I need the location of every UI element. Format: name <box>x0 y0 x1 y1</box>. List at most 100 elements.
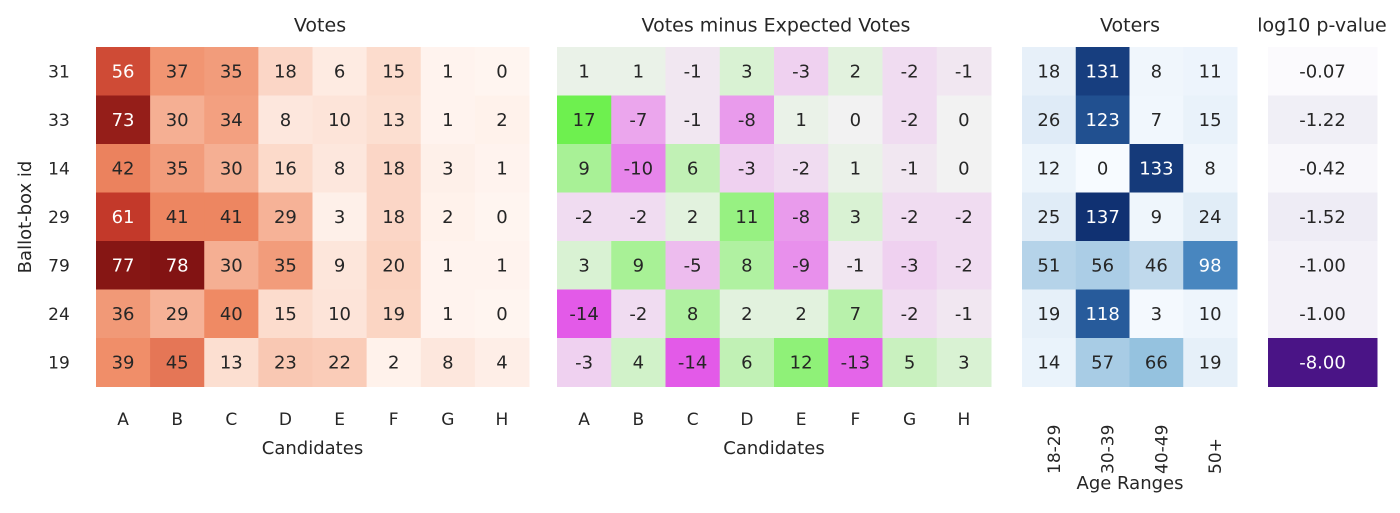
x-tick-label: G <box>903 410 916 430</box>
heatmap-cell <box>96 192 151 242</box>
heatmap-cell <box>665 289 721 339</box>
y-tick-label: 14 <box>48 159 70 179</box>
heatmap-cell <box>1022 144 1077 193</box>
x-tick-label: D <box>740 410 753 430</box>
heatmap-cell <box>420 192 476 242</box>
cell-value-label: -1.52 <box>1299 207 1346 228</box>
heatmap-cell <box>312 95 368 145</box>
heatmap-cell <box>1075 241 1130 290</box>
cell-value-label: -7 <box>629 110 647 131</box>
heatmap-cell <box>719 241 775 290</box>
cell-value-label: -13 <box>841 352 870 373</box>
cell-value-label: -1.22 <box>1299 110 1346 131</box>
cell-value-label: 14 <box>1037 352 1060 373</box>
y-tick-label: 33 <box>48 111 70 131</box>
cell-value-label: -2 <box>901 61 919 82</box>
heatmap-cell <box>1268 289 1378 339</box>
cell-value-label: -2 <box>955 207 973 228</box>
heatmap-cell <box>882 192 938 242</box>
panel-title-1: Votes minus Expected Votes <box>642 15 911 37</box>
cell-value-label: 1 <box>633 61 644 82</box>
cell-value-label: 11 <box>735 207 758 228</box>
cell-value-label: -14 <box>569 304 598 325</box>
cell-value-label: 26 <box>1037 110 1060 131</box>
heatmap-cell <box>1022 47 1077 96</box>
cell-value-label: 56 <box>1091 255 1114 276</box>
heatmap-cell <box>719 144 775 193</box>
x-tick-label: D <box>279 410 292 430</box>
cell-value-label: 8 <box>741 255 752 276</box>
cell-value-label: 16 <box>274 158 297 179</box>
heatmap-cell <box>96 144 151 193</box>
cell-value-label: -1 <box>684 110 702 131</box>
heatmap-cell <box>150 95 205 145</box>
heatmap-cell <box>96 47 151 96</box>
cell-value-label: 2 <box>687 207 698 228</box>
heatmap-cell <box>1022 289 1077 339</box>
heatmap-cell <box>774 289 829 339</box>
heatmap-cell <box>882 289 938 339</box>
cell-value-label: 61 <box>112 207 135 228</box>
x-tick-label: B <box>633 410 645 430</box>
cell-value-label: 123 <box>1085 110 1119 131</box>
cell-value-label: 2 <box>850 61 861 82</box>
cell-value-label: -2 <box>792 158 810 179</box>
cell-value-label: -0.42 <box>1299 158 1346 179</box>
cell-value-label: -2 <box>955 255 973 276</box>
heatmap-cell <box>828 47 883 96</box>
heatmap-cell <box>665 144 721 193</box>
cell-value-label: 6 <box>334 61 345 82</box>
heatmap-cell <box>366 289 422 339</box>
cell-value-label: 22 <box>328 352 351 373</box>
heatmap-cell <box>204 241 259 290</box>
heatmap-cell <box>366 144 422 193</box>
heatmap-cell <box>557 47 612 96</box>
cell-value-label: 2 <box>741 304 752 325</box>
cell-value-label: 2 <box>442 207 453 228</box>
cell-value-label: 0 <box>958 110 969 131</box>
cell-value-label: 1 <box>442 61 453 82</box>
heatmap-cell <box>719 47 775 96</box>
heatmap-cell <box>828 192 883 242</box>
panel-title-3: log10 p-value <box>1257 15 1386 37</box>
cell-value-label: 1 <box>850 158 861 179</box>
x-tick-label: 50+ <box>1206 438 1226 474</box>
cell-value-label: -3 <box>738 158 756 179</box>
heatmap-cell <box>204 95 259 145</box>
cell-value-label: 39 <box>112 352 135 373</box>
heatmap-cell <box>1129 95 1184 145</box>
heatmap-cell <box>936 47 992 96</box>
cell-value-label: 66 <box>1145 352 1168 373</box>
heatmap-cell <box>312 338 368 387</box>
heatmap-cell <box>557 241 612 290</box>
cell-value-label: -9 <box>792 255 810 276</box>
x-tick-label: H <box>957 410 970 430</box>
cell-value-label: 30 <box>166 110 189 131</box>
cell-value-label: 3 <box>1151 304 1162 325</box>
cell-value-label: 3 <box>442 158 453 179</box>
heatmap-cell <box>150 47 205 96</box>
heatmap-cell <box>366 192 422 242</box>
heatmap-cell <box>1129 338 1184 387</box>
x-axis-label-0: Candidates <box>262 438 363 459</box>
heatmap-cell <box>150 241 205 290</box>
heatmap-cell <box>611 95 666 145</box>
cell-value-label: -1 <box>955 304 973 325</box>
x-axis-label-1: Candidates <box>723 438 824 459</box>
x-axis-label-2: Age Ranges <box>1077 473 1184 494</box>
cell-value-label: 19 <box>1037 304 1060 325</box>
x-tick-label: 30-39 <box>1099 425 1119 474</box>
cell-value-label: 7 <box>1151 110 1162 131</box>
cell-value-label: 3 <box>741 61 752 82</box>
heatmap-cell <box>366 241 422 290</box>
heatmap-cell <box>557 144 612 193</box>
heatmap-cell <box>1268 47 1378 96</box>
cell-value-label: 4 <box>496 352 507 373</box>
x-tick-label: A <box>117 410 129 430</box>
cell-value-label: 131 <box>1085 61 1119 82</box>
heatmap-cell <box>665 241 721 290</box>
x-tick-label: B <box>171 410 183 430</box>
cell-value-label: 1 <box>496 158 507 179</box>
cell-value-label: 41 <box>220 207 243 228</box>
x-tick-label: F <box>389 410 399 430</box>
